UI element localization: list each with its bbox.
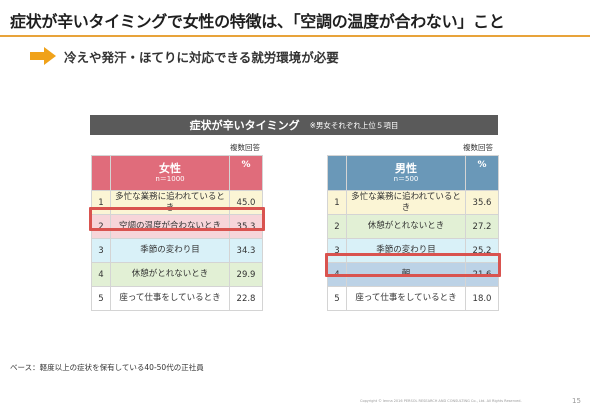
value-cell: 18.0	[465, 286, 499, 311]
value-cell: 22.8	[229, 286, 263, 311]
value-cell: 35.6	[465, 190, 499, 215]
female-ranking-table: 女性 n＝1000 % 1 多忙な業務に追われているとき 45.0 2 空調の温…	[91, 155, 263, 311]
item-cell: 空調の温度が合わないとき	[110, 214, 230, 239]
male-highlight-box	[325, 253, 501, 277]
table-row: 1 多忙な業務に追われているとき 45.0	[91, 190, 263, 215]
female-highlight-box	[89, 207, 265, 231]
female-count-label: 複数回答	[230, 143, 260, 152]
banner-note: ※男女それぞれ上位５項目	[309, 120, 399, 130]
title-underline	[0, 35, 590, 37]
item-cell: 座って仕事をしているとき	[110, 286, 230, 311]
item-cell: 休憩がとれないとき	[346, 214, 466, 239]
item-cell: 季節の変わり目	[346, 238, 466, 263]
male-count-label: 複数回答	[463, 143, 493, 152]
male-rank-header	[327, 155, 347, 191]
footnote: ベース：軽度以上の症状を保有している40-50代の正社員	[10, 363, 204, 372]
item-cell: 座って仕事をしているとき	[346, 286, 466, 311]
banner-title: 症状が辛いタイミング	[189, 119, 300, 132]
page-number: 15	[572, 397, 581, 405]
male-pct-header: %	[465, 155, 499, 191]
subtitle: 冷えや発汗・ほてりに対応できる就労環境が必要	[64, 50, 339, 65]
rank-cell: 5	[327, 286, 347, 311]
female-header-name: 女性	[159, 162, 181, 175]
male-ranking-table: 男性 n＝500 % 1 多忙な業務に追われているとき 35.6 2 休憩がとれ…	[327, 155, 499, 311]
value-cell: 45.0	[229, 190, 263, 215]
table-row: 3 季節の変わり目 34.3	[91, 238, 263, 263]
item-cell: 多忙な業務に追われているとき	[346, 190, 466, 215]
rank-cell: 5	[91, 286, 111, 311]
female-pct-header: %	[229, 155, 263, 191]
table-row: 2 空調の温度が合わないとき 35.3	[91, 214, 263, 239]
value-cell: 35.3	[229, 214, 263, 239]
section-banner: 症状が辛いタイミング ※男女それぞれ上位５項目	[90, 115, 498, 135]
value-cell: 34.3	[229, 238, 263, 263]
arrow-right-icon	[30, 47, 56, 65]
female-header: 女性 n＝1000	[110, 155, 230, 191]
male-header-n: n＝500	[393, 175, 419, 183]
male-header-name: 男性	[395, 162, 417, 175]
value-cell: 25.2	[465, 238, 499, 263]
table-row: 1 多忙な業務に追われているとき 35.6	[327, 190, 499, 215]
rank-cell: 3	[327, 238, 347, 263]
value-cell: 27.2	[465, 214, 499, 239]
male-header: 男性 n＝500	[346, 155, 466, 191]
table-row: 5 座って仕事をしているとき 22.8	[91, 286, 263, 311]
female-rank-header	[91, 155, 111, 191]
copyright: Copyright © Ienna 2016 PERSOL RESEARCH A…	[360, 399, 522, 403]
rank-cell: 3	[91, 238, 111, 263]
rank-cell: 2	[327, 214, 347, 239]
rank-cell: 4	[91, 262, 111, 287]
page-title: 症状が辛いタイミングで女性の特徴は、「空調の温度が合わない」こと	[10, 12, 505, 31]
table-row: 3 季節の変わり目 25.2	[327, 238, 499, 263]
item-cell: 季節の変わり目	[110, 238, 230, 263]
rank-cell: 1	[327, 190, 347, 215]
table-row: 5 座って仕事をしているとき 18.0	[327, 286, 499, 311]
table-row: 2 休憩がとれないとき 27.2	[327, 214, 499, 239]
value-cell: 29.9	[229, 262, 263, 287]
table-row: 4 休憩がとれないとき 29.9	[91, 262, 263, 287]
item-cell: 休憩がとれないとき	[110, 262, 230, 287]
female-header-n: n＝1000	[155, 175, 185, 183]
